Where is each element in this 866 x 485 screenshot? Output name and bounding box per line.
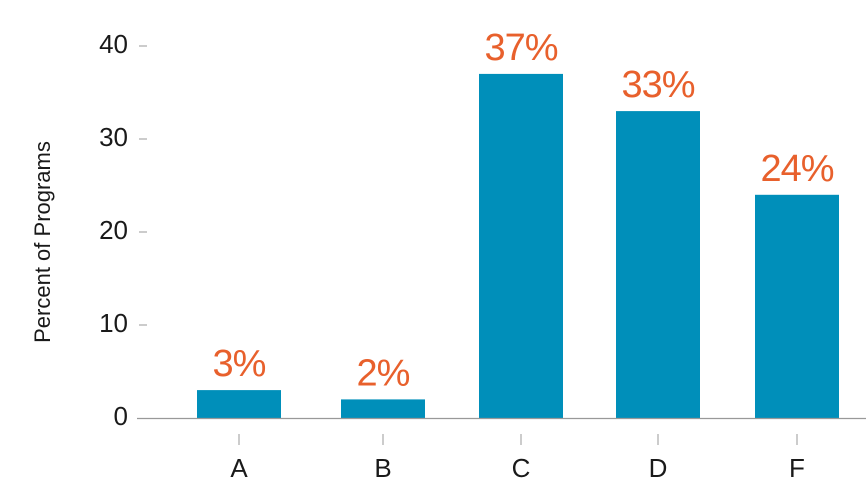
- bar-c: [479, 73, 563, 419]
- x-tick-label: C: [512, 453, 531, 483]
- x-tick-label: D: [649, 453, 668, 483]
- bar-a: [197, 390, 281, 418]
- y-axis-title: Percent of Programs: [30, 141, 55, 343]
- x-tick-label: A: [230, 453, 248, 483]
- y-tick-label: 20: [99, 215, 128, 245]
- y-tick-label: 30: [99, 122, 128, 152]
- data-labels: 3% 2% 37% 33% 24%: [213, 27, 835, 394]
- y-tick-label: 10: [99, 308, 128, 338]
- data-label-c: 37%: [484, 27, 557, 69]
- bar-f: [755, 194, 839, 418]
- data-label-d: 33%: [621, 64, 694, 106]
- data-label-f: 24%: [760, 148, 833, 190]
- bar-d: [616, 111, 700, 418]
- data-label-b: 2%: [357, 352, 410, 394]
- y-tick-label: 0: [114, 401, 128, 431]
- bars: [197, 73, 839, 419]
- x-tick-label: B: [374, 453, 391, 483]
- data-label-a: 3%: [213, 343, 266, 385]
- x-tick-label: F: [789, 453, 805, 483]
- y-tick-label: 40: [99, 29, 128, 59]
- y-axis-ticks: 0 10 20 30 40: [99, 29, 147, 431]
- bar-b: [341, 399, 425, 418]
- y-axis-title-group: Percent of Programs: [30, 141, 55, 343]
